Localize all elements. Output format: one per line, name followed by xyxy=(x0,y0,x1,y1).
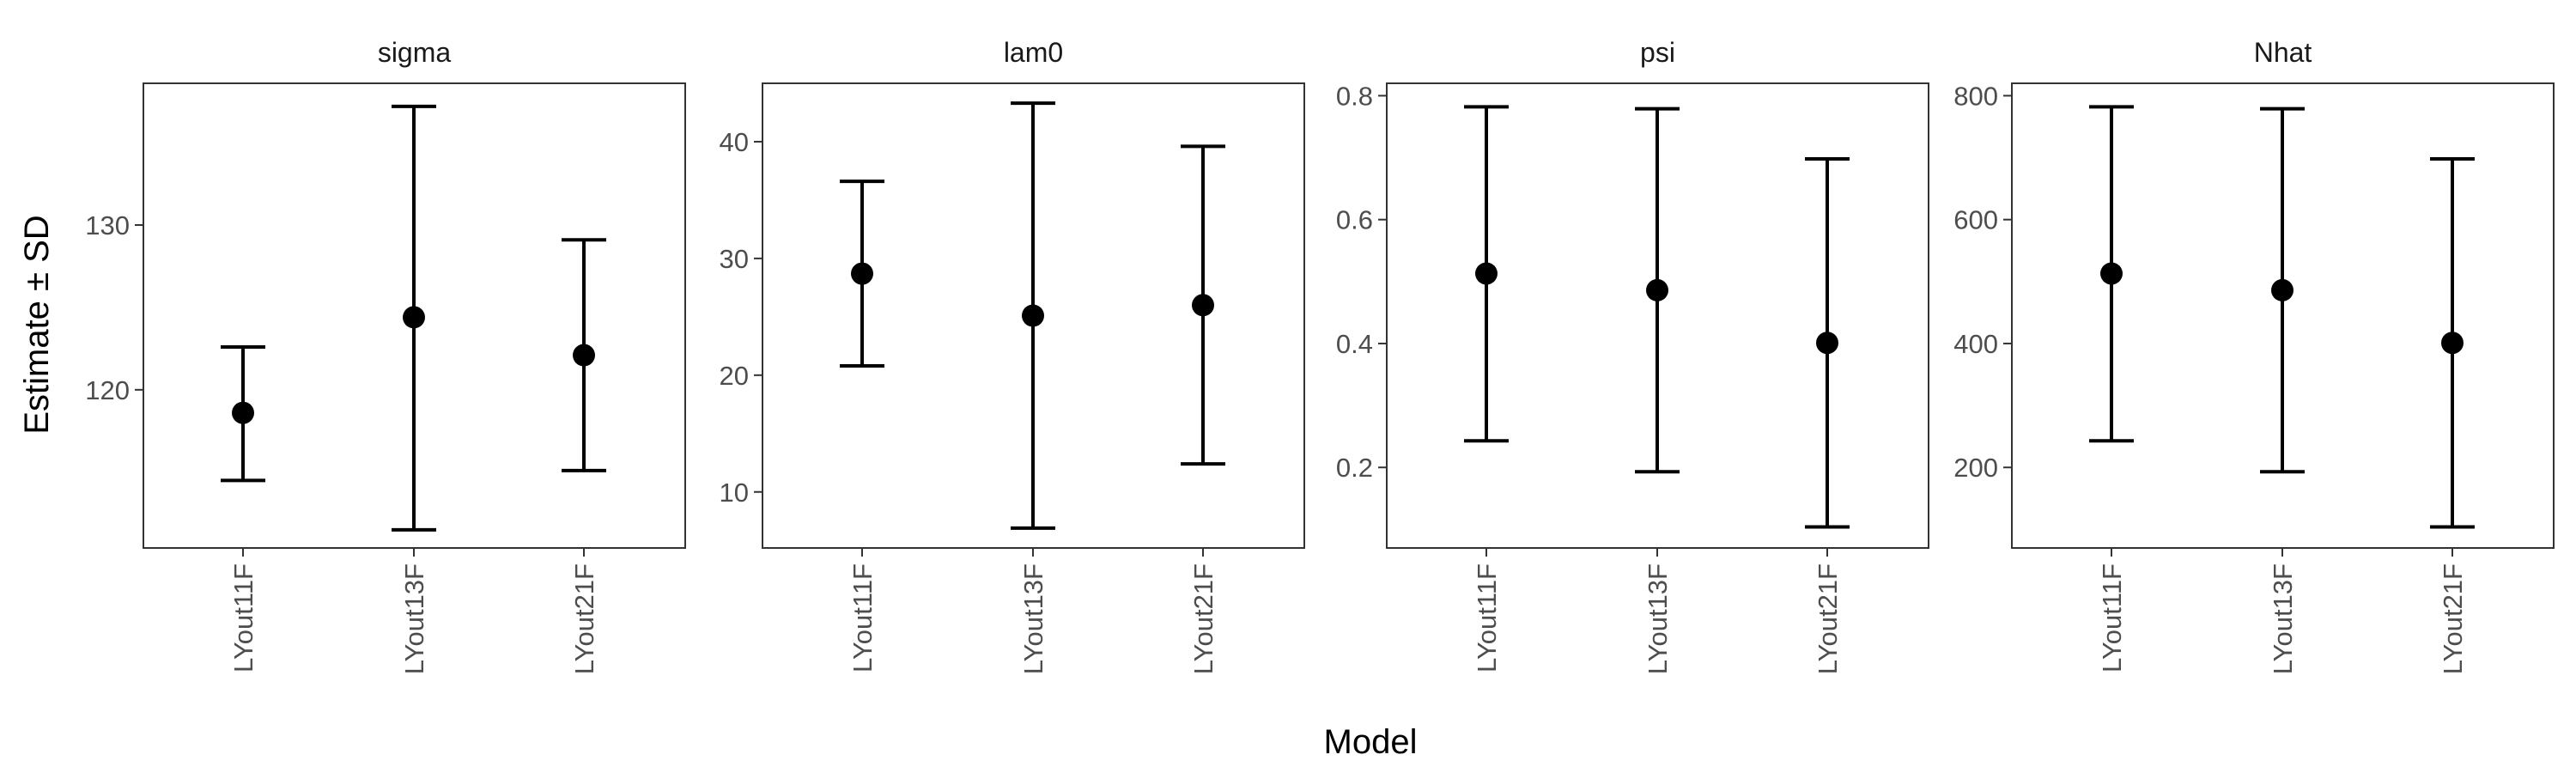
panel-sigma: sigma 120 130 LYout11F LYout13F LYout21F xyxy=(85,37,686,674)
panel-title: lam0 xyxy=(1004,37,1063,68)
panel-psi: psi 0.2 0.4 0.6 0.8 LYout11F LYout13F LYout21F xyxy=(1336,37,1929,674)
y-tick-label: 400 xyxy=(1953,329,1998,359)
y-tick-label: 200 xyxy=(1953,453,1998,483)
estimate-point xyxy=(1022,304,1044,327)
y-axis-title: Estimate ± SD xyxy=(18,215,56,434)
y-tick-label: 40 xyxy=(720,127,749,157)
panel-Nhat: Nhat 200 400 600 800 LYout11F LYout13F LYout21F xyxy=(1953,37,2555,674)
estimate-point xyxy=(1816,332,1838,355)
estimate-point xyxy=(2100,262,2123,285)
estimate-point xyxy=(232,401,254,424)
estimate-point xyxy=(403,306,425,329)
x-tick-label: LYout13F xyxy=(2268,563,2298,674)
y-tick-label: 120 xyxy=(85,375,130,405)
estimate-point xyxy=(851,262,873,285)
panels-group: sigma 120 130 LYout11F LYout13F LYout21F lam0 1… xyxy=(85,37,2555,674)
estimate-point xyxy=(2271,278,2293,301)
y-tick-label: 0.6 xyxy=(1336,205,1373,235)
panel-lam0: lam0 10 20 30 40 LYout11F LYout13F LYout21F xyxy=(720,37,1305,674)
estimate-point xyxy=(2441,332,2464,355)
panel-title: Nhat xyxy=(2254,37,2312,68)
y-tick-label: 600 xyxy=(1953,205,1998,235)
y-tick-label: 0.2 xyxy=(1336,453,1373,483)
x-tick-label: LYout21F xyxy=(1813,563,1843,674)
estimate-point xyxy=(573,344,595,367)
panel-title: sigma xyxy=(378,37,452,68)
y-tick-label: 0.4 xyxy=(1336,329,1373,359)
x-tick-label: LYout11F xyxy=(848,563,878,673)
x-tick-label: LYout13F xyxy=(1643,563,1673,674)
x-tick-label: LYout21F xyxy=(1188,563,1218,674)
y-tick-label: 0.8 xyxy=(1336,81,1373,111)
y-tick-label: 130 xyxy=(85,210,130,240)
x-tick-label: LYout13F xyxy=(1018,563,1048,674)
estimate-point xyxy=(1475,262,1498,285)
x-tick-label: LYout11F xyxy=(1472,563,1502,673)
x-axis-title: Model xyxy=(1324,723,1418,761)
x-tick-label: LYout21F xyxy=(2438,563,2468,674)
estimate-point xyxy=(1192,294,1214,317)
x-tick-label: LYout11F xyxy=(2097,563,2127,673)
y-tick-label: 10 xyxy=(720,478,749,508)
y-tick-label: 30 xyxy=(720,244,749,274)
panel-title: psi xyxy=(1640,37,1675,68)
estimate-point xyxy=(1646,278,1668,301)
y-tick-label: 20 xyxy=(720,361,749,391)
x-tick-label: LYout13F xyxy=(399,563,429,674)
x-tick-label: LYout11F xyxy=(228,563,258,673)
x-tick-label: LYout21F xyxy=(569,563,599,674)
y-tick-label: 800 xyxy=(1953,81,1998,111)
